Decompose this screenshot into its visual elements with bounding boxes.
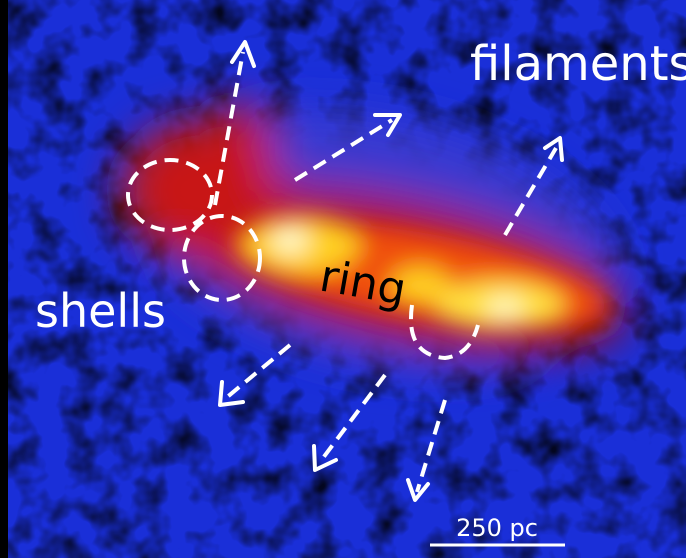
- scale-label: 250 pc: [456, 514, 538, 542]
- label: shells: [35, 284, 166, 338]
- label: filaments: [470, 36, 686, 92]
- astronomy-image: filaments shells ring 250 pc: [0, 0, 686, 558]
